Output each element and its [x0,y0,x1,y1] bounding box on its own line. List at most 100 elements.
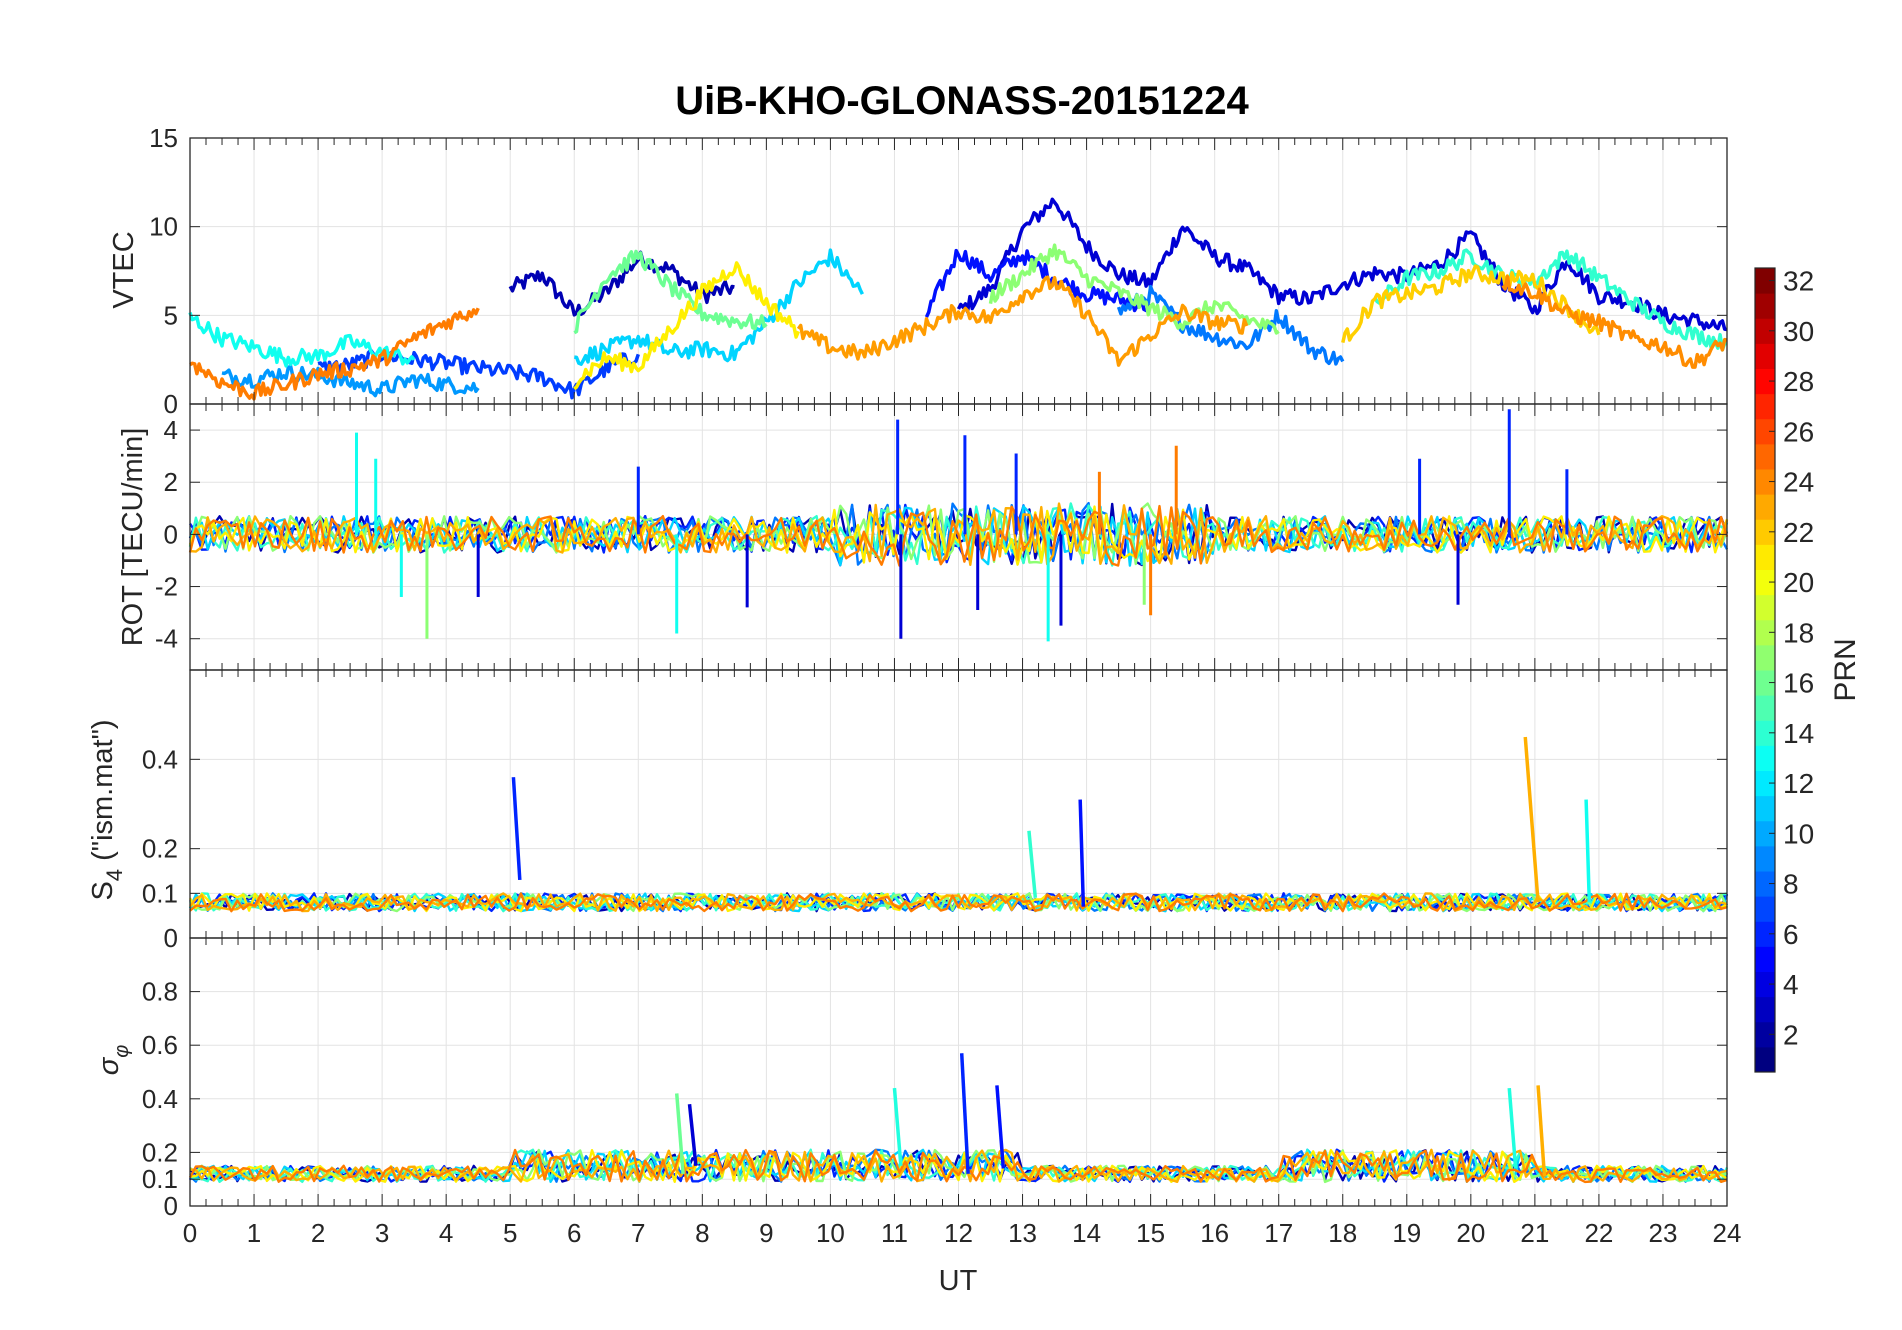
colorbar-tick-label: 8 [1783,869,1799,900]
s4-spike-prn-4 [511,777,522,881]
vtec-series-prn-20 [573,261,801,391]
x-tick-label: 6 [567,1218,581,1248]
colorbar-bin [1755,268,1775,294]
colorbar-tick-label: 24 [1783,467,1814,498]
x-tick-label: 7 [631,1218,645,1248]
colorbar-bin [1755,418,1775,445]
vtec-series-prn-3 [956,197,1728,332]
rot-y-tick-label: 0 [164,519,178,549]
x-tick-label: 22 [1584,1218,1613,1248]
vtec-y-tick-label: 0 [164,389,178,419]
colorbar-tick-label: 6 [1783,919,1799,950]
colorbar-bin [1755,1046,1775,1073]
sigma_phi-spike-prn-5 [995,1085,1006,1169]
sigma_phi-y-tick-label: 0.4 [142,1084,178,1114]
colorbar-bin [1755,971,1775,998]
colorbar-bin [1755,745,1775,771]
colorbar-tick-label: 28 [1783,366,1814,397]
colorbar-bin [1755,544,1775,570]
colorbar-tick-label: 20 [1783,567,1814,598]
vtec-series-prn-10 [221,364,480,398]
sigma_phi-y-tick-label: 0.1 [142,1164,178,1194]
x-tick-label: 2 [311,1218,325,1248]
sigma_phi-y-tick-label: 0.6 [142,1030,178,1060]
colorbar-bin [1755,519,1775,545]
colorbar-tick-label: 16 [1783,668,1814,699]
colorbar-bin [1755,946,1775,972]
x-tick-label: 5 [503,1218,517,1248]
colorbar-bin [1755,318,1775,344]
vtec-y-tick-label: 10 [149,212,178,242]
x-tick-label: 23 [1648,1218,1677,1248]
rot-panel: -4 -2 0 2 4 [155,403,1729,671]
colorbar-tick-label: 30 [1783,316,1814,347]
colorbar-frame [1754,267,1776,1073]
colorbar-bin [1755,795,1775,822]
background-trace [189,892,1728,913]
colorbar-tick-label: 4 [1783,969,1799,1000]
sigma_phi-spike-prn-14 [1507,1087,1518,1169]
x-tick-label: 4 [439,1218,453,1248]
sigma-phi-ylabel: σφ [93,1045,133,1076]
sigma_phi-spike-prn-22 [1536,1085,1547,1177]
vtec-ylabel: VTEC [108,231,140,308]
s4-spike-prn-13 [1584,799,1592,903]
colorbar-bin [1755,871,1775,897]
x-tick-label: 16 [1200,1218,1229,1248]
colorbar-tick-label: 14 [1783,718,1814,749]
s4-y-tick-label: 0.1 [142,878,178,908]
colorbar-bin [1755,644,1775,671]
vtec-panel: 0 5 10 15 [149,123,1728,419]
vtec-y-tick-label: 5 [164,300,178,330]
colorbar-bin [1755,293,1775,319]
rot-y-tick-label: 2 [164,467,178,497]
colorbar-bin [1755,368,1775,395]
vtec-series-prn-23 [796,275,1249,367]
background-trace [189,1148,1728,1184]
x-tick-label: 3 [375,1218,389,1248]
x-tick-label: 17 [1264,1218,1293,1248]
vtec-series-prn-18 [988,243,1280,335]
background-trace [188,504,1729,567]
s4-spike-prn-5 [1078,799,1086,907]
s4-panel: 0 0.1 0.2 0.4 [142,669,1729,953]
x-tick-label: 15 [1136,1218,1165,1248]
vtec-series-prn-9 [1116,284,1345,366]
x-tick-label: 18 [1328,1218,1357,1248]
chart-title: UiB-KHO-GLONASS-20151224 [675,79,1249,123]
x-tick-label: 13 [1008,1218,1037,1248]
vtec-series-prn-24 [1501,274,1728,369]
colorbar-bin [1755,770,1775,797]
x-tick-label: 10 [816,1218,845,1248]
vtec-y-tick-label: 15 [149,123,178,153]
x-axis-label: UT [939,1265,978,1297]
sigma_phi-spike-prn-14 [892,1087,903,1166]
colorbar-tick-label: 10 [1783,818,1814,849]
rot-y-tick-label: -2 [155,572,178,602]
colorbar-bin [1755,896,1775,922]
colorbar-bin [1755,720,1775,746]
colorbar-bin [1755,469,1775,495]
x-tick-label: 9 [759,1218,773,1248]
colorbar-bin [1755,996,1775,1023]
s4-y-tick-label: 0.4 [142,744,178,774]
colorbar-tick-label: 26 [1783,416,1814,447]
colorbar-tick-label: 22 [1783,517,1814,548]
s4-spike-prn-22 [1523,736,1540,903]
sigma-phi-panel: 00.10.20.40.60.80 1 2 3 4 5 6 7 8 9 10 11 12 13 14 15 16… [142,937,1741,1248]
colorbar-bin [1755,569,1775,596]
vtec-series-prn-17 [573,249,768,335]
sigma_phi-spike-prn-4 [959,1053,970,1174]
s4-ylabel: S4 ("ism.mat") [87,719,127,900]
s4-spike-prn-15 [1027,830,1038,898]
vtec-series-prn-13 [188,311,416,368]
x-tick-label: 14 [1072,1218,1101,1248]
s4-y-tick-label: 0 [164,923,178,953]
x-tick-label: 19 [1392,1218,1421,1248]
x-tick-label: 11 [881,1218,908,1248]
sigma_phi-y-tick-label: 0 [164,1191,178,1221]
x-tick-label: 8 [695,1218,709,1248]
rot-ylabel: ROT [TECU/min] [117,428,149,647]
background-trace [188,1148,1728,1184]
colorbar-label: PRN [1829,638,1862,701]
